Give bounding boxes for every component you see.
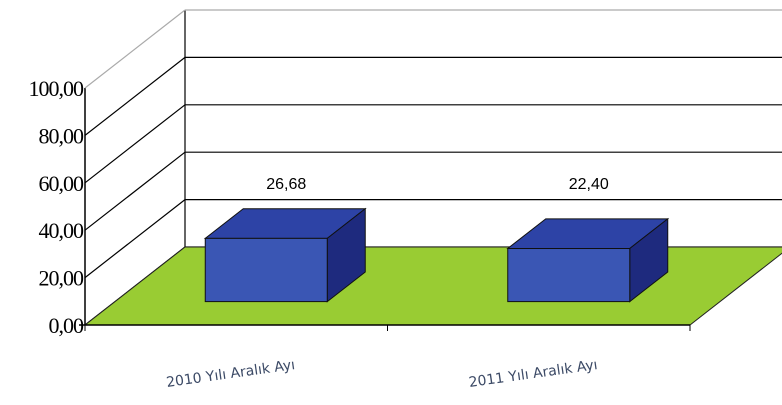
grid-line-side [84,56,186,136]
grid-line-side [84,199,186,279]
y-tick-label: 100,00 [29,76,85,101]
y-tick-label: 0,00 [49,313,85,338]
grid-line-side [84,104,186,184]
y-tick-label: 40,00 [39,218,85,243]
y-tick-label: 80,00 [39,123,85,148]
x-tick-label: 2010 Yılı Aralık Ayı [165,357,296,391]
floor [83,246,782,326]
grid-line-side [84,9,186,89]
y-tick-label: 20,00 [39,266,85,291]
y-tick-label: 60,00 [39,171,85,196]
value-label: 26,68 [266,176,306,193]
value-label: 22,40 [569,176,609,193]
bar [204,237,328,303]
grid-line-side [84,151,186,231]
x-tick-label: 2011 Yılı Aralık Ayı [468,357,599,391]
bar [507,248,631,303]
